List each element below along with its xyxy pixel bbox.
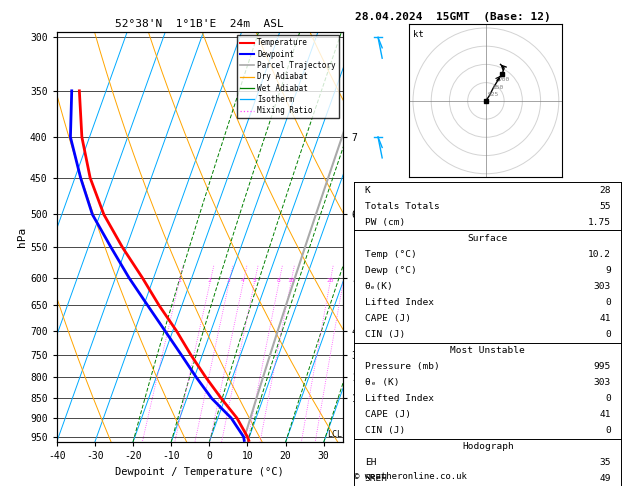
Text: 49: 49 xyxy=(599,474,611,484)
Text: CAPE (J): CAPE (J) xyxy=(365,314,411,323)
Title: 52°38'N  1°1B'E  24m  ASL: 52°38'N 1°1B'E 24m ASL xyxy=(115,19,284,30)
Text: 10: 10 xyxy=(287,278,294,283)
Text: 0: 0 xyxy=(605,394,611,403)
Text: 10.2: 10.2 xyxy=(587,250,611,259)
Text: 850: 850 xyxy=(493,85,504,90)
Text: 303: 303 xyxy=(594,378,611,387)
Text: 995: 995 xyxy=(594,362,611,371)
Text: Pressure (mb): Pressure (mb) xyxy=(365,362,440,371)
Y-axis label: km
ASL: km ASL xyxy=(366,218,382,237)
Text: 41: 41 xyxy=(599,314,611,323)
Text: 35: 35 xyxy=(599,458,611,468)
Text: CIN (J): CIN (J) xyxy=(365,426,405,435)
X-axis label: Dewpoint / Temperature (°C): Dewpoint / Temperature (°C) xyxy=(115,467,284,477)
Text: 0: 0 xyxy=(605,426,611,435)
Text: 28: 28 xyxy=(599,186,611,195)
Text: Most Unstable: Most Unstable xyxy=(450,346,525,355)
Text: 2: 2 xyxy=(208,278,212,283)
Text: 4: 4 xyxy=(241,278,245,283)
Text: K: K xyxy=(365,186,370,195)
Text: 3: 3 xyxy=(227,278,231,283)
Text: Hodograph: Hodograph xyxy=(462,442,514,451)
Text: 55: 55 xyxy=(599,202,611,211)
Y-axis label: hPa: hPa xyxy=(17,227,27,247)
Text: Lifted Index: Lifted Index xyxy=(365,298,434,307)
Text: 41: 41 xyxy=(599,410,611,419)
Text: 1.75: 1.75 xyxy=(587,218,611,227)
Legend: Temperature, Dewpoint, Parcel Trajectory, Dry Adiabat, Wet Adiabat, Isotherm, Mi: Temperature, Dewpoint, Parcel Trajectory… xyxy=(237,35,339,118)
Text: kt: kt xyxy=(413,30,424,39)
Text: 0: 0 xyxy=(605,330,611,339)
Text: EH: EH xyxy=(365,458,376,468)
Text: Dewp (°C): Dewp (°C) xyxy=(365,266,416,275)
Text: 8: 8 xyxy=(277,278,281,283)
Text: SREH: SREH xyxy=(365,474,388,484)
Text: Temp (°C): Temp (°C) xyxy=(365,250,416,259)
Text: Lifted Index: Lifted Index xyxy=(365,394,434,403)
Text: 925: 925 xyxy=(487,92,499,97)
Text: 303: 303 xyxy=(594,282,611,291)
Text: θₑ (K): θₑ (K) xyxy=(365,378,399,387)
Text: 1: 1 xyxy=(177,278,181,283)
Text: 9: 9 xyxy=(605,266,611,275)
Text: 0: 0 xyxy=(605,298,611,307)
Text: 20: 20 xyxy=(326,278,333,283)
Text: Surface: Surface xyxy=(468,234,508,243)
Text: PW (cm): PW (cm) xyxy=(365,218,405,227)
Text: 28.04.2024  15GMT  (Base: 12): 28.04.2024 15GMT (Base: 12) xyxy=(355,12,551,22)
Text: CIN (J): CIN (J) xyxy=(365,330,405,339)
Text: θₑ(K): θₑ(K) xyxy=(365,282,394,291)
Text: LCL: LCL xyxy=(326,430,342,439)
Text: Totals Totals: Totals Totals xyxy=(365,202,440,211)
Text: 5: 5 xyxy=(252,278,256,283)
Text: © weatheronline.co.uk: © weatheronline.co.uk xyxy=(354,472,467,481)
Text: 700: 700 xyxy=(499,77,510,82)
Text: CAPE (J): CAPE (J) xyxy=(365,410,411,419)
